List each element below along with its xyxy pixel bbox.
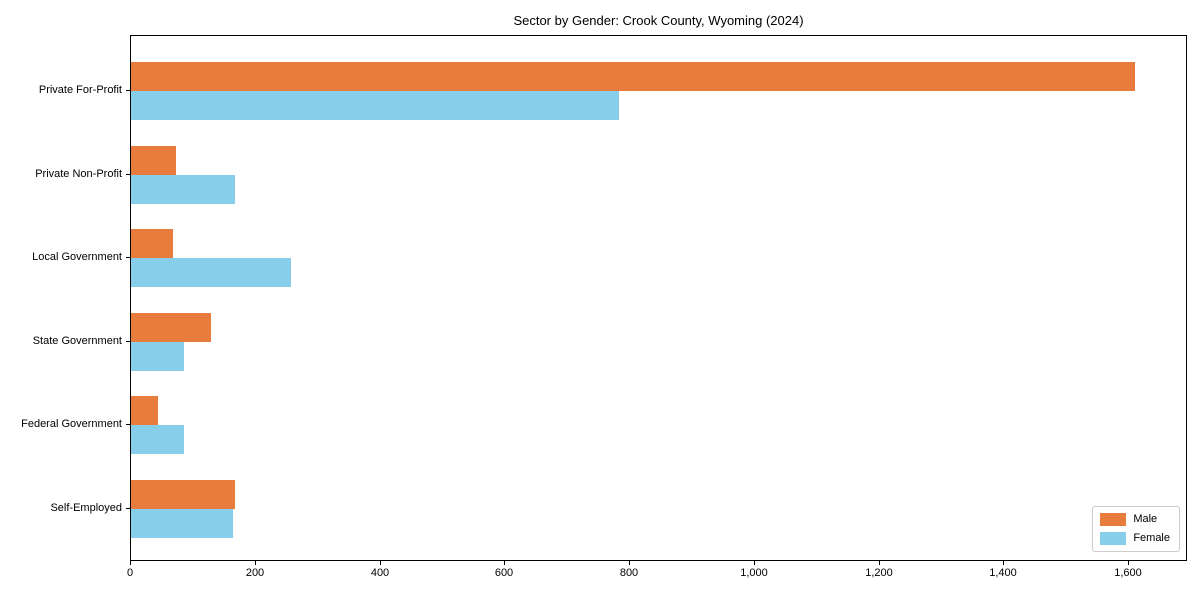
legend-item-male: Male [1100, 513, 1170, 526]
bar-male-1 [131, 145, 176, 175]
bar-female-1 [131, 174, 235, 204]
x-tick-label: 1,600 [1114, 567, 1142, 579]
bar-male-5 [131, 480, 235, 509]
y-tick-label: State Government [32, 334, 122, 347]
x-tick-label: 1,400 [989, 567, 1017, 579]
x-tick-mark [1128, 561, 1129, 565]
bar-female-3 [131, 341, 184, 371]
bar-female-4 [131, 425, 184, 455]
y-tick-mark [126, 508, 130, 509]
y-tick-label: Self-Employed [50, 502, 122, 514]
y-tick-label: Local Government [32, 251, 122, 264]
bar-male-3 [131, 312, 211, 342]
x-tick-label: 200 [245, 567, 265, 579]
y-tick-mark [126, 340, 130, 342]
x-tick-label: 400 [370, 567, 390, 579]
x-tick-label: 800 [619, 567, 639, 579]
male-legend-swatch [1100, 513, 1127, 526]
y-tick-label: Federal Government [21, 418, 122, 431]
y-tick-mark [126, 257, 130, 259]
x-tick-label: 1,200 [865, 567, 893, 579]
bar-female-5 [131, 509, 233, 538]
x-tick-mark [879, 561, 880, 565]
x-tick-label: 1,000 [740, 567, 768, 579]
y-tick-label: Private For-Profit [38, 84, 122, 96]
bar-male-4 [131, 396, 158, 426]
x-tick-mark [754, 561, 755, 565]
bar-male-0 [131, 62, 1135, 91]
bar-male-2 [131, 229, 173, 259]
x-tick-mark [504, 561, 505, 565]
x-tick-label: 600 [494, 567, 514, 579]
x-tick-mark [130, 561, 131, 565]
legend-label-male: Male [1133, 513, 1158, 525]
legend-item-female: Female [1100, 532, 1170, 545]
female-legend-swatch [1100, 532, 1127, 545]
x-tick-mark [629, 561, 630, 565]
bar-female-0 [131, 91, 619, 120]
legend: Male Female [1092, 506, 1180, 552]
y-tick-label: Private Non-Profit [35, 167, 122, 180]
x-tick-label: 0 [126, 567, 134, 579]
chart-title: Sector by Gender: Crook County, Wyoming … [513, 13, 804, 28]
y-tick-mark [126, 173, 130, 175]
plot-area: Male Female [130, 35, 1187, 561]
y-tick-mark [126, 424, 130, 426]
x-tick-mark [1003, 561, 1004, 565]
x-tick-mark [255, 561, 256, 565]
y-tick-mark [126, 90, 130, 91]
bar-female-2 [131, 258, 291, 288]
x-tick-mark [380, 561, 381, 565]
legend-label-female: Female [1133, 532, 1170, 544]
